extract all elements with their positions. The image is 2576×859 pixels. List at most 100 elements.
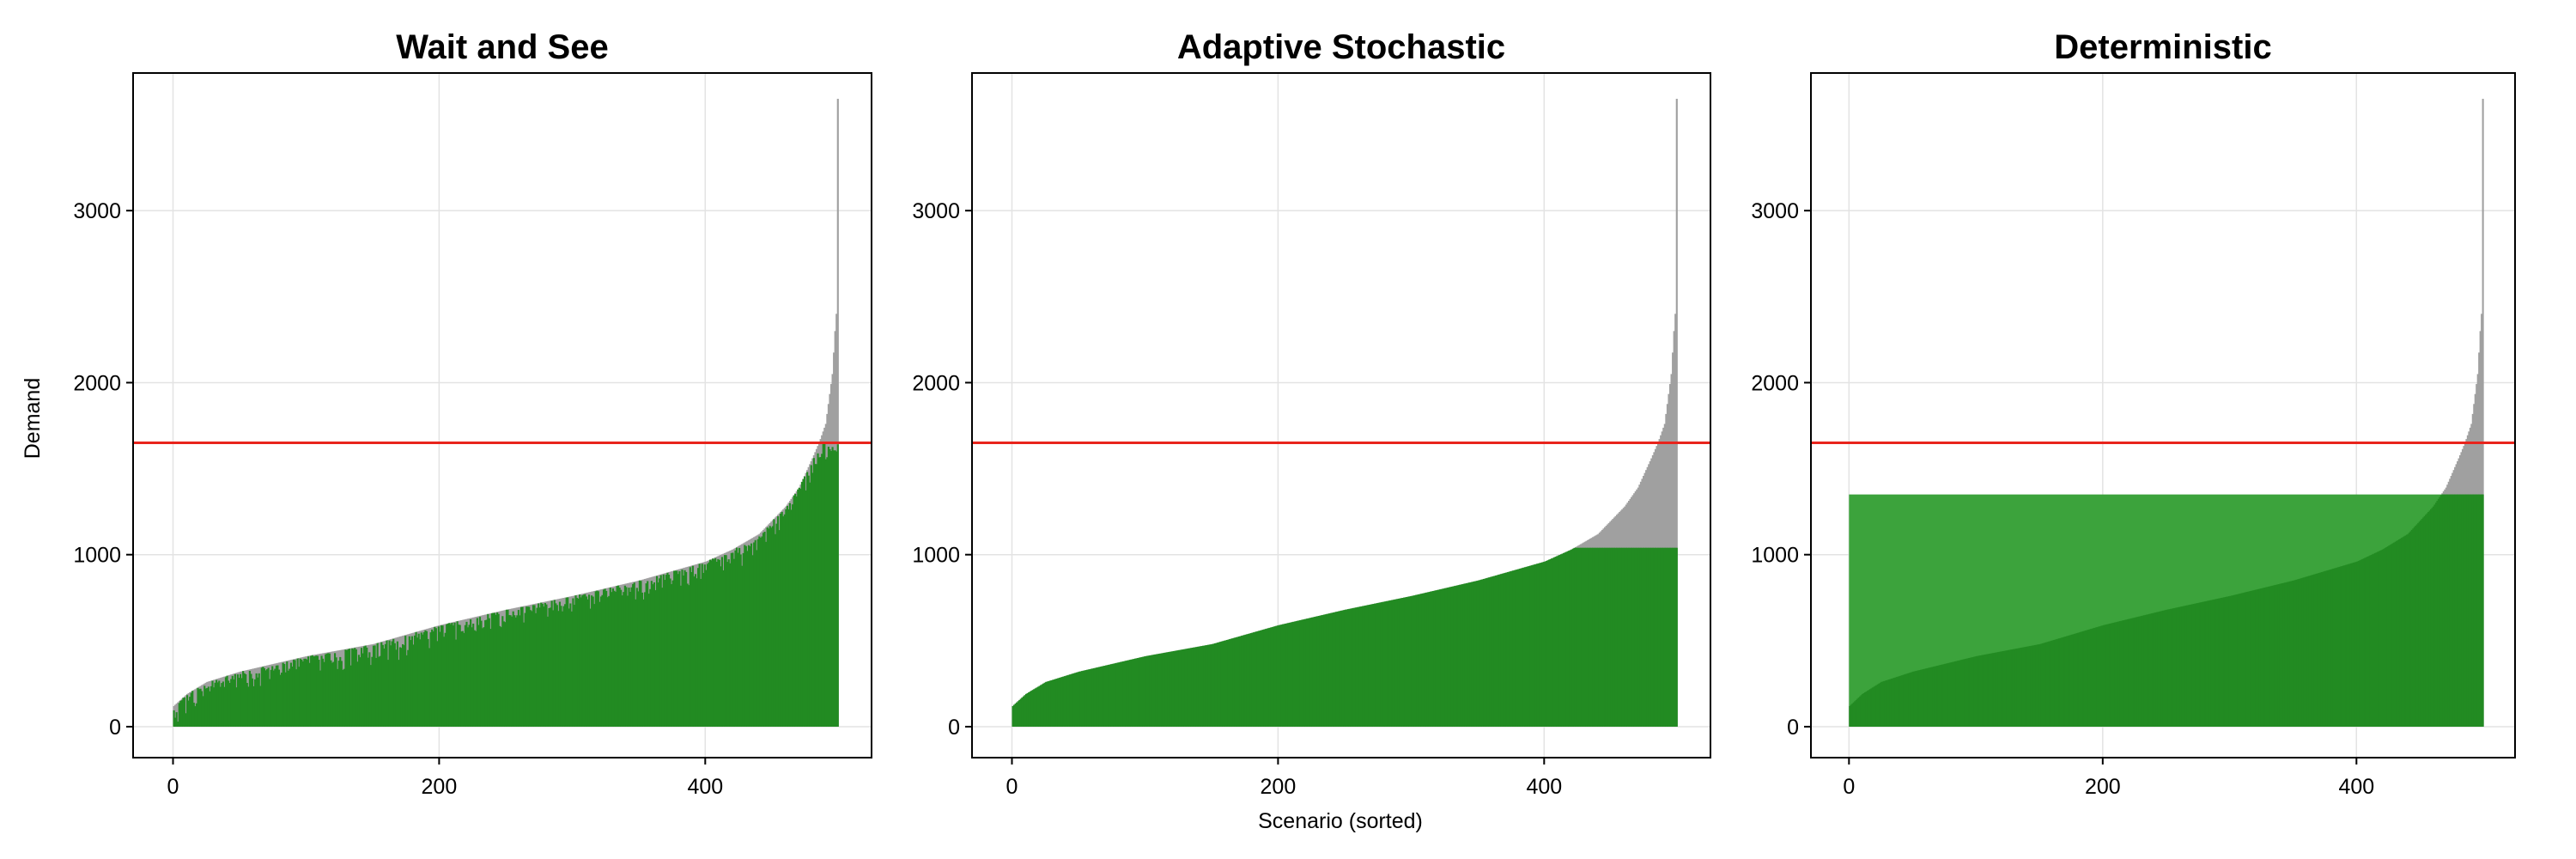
served-bar: [1472, 582, 1474, 727]
served-bar: [577, 598, 580, 727]
served-bar: [1031, 690, 1034, 727]
served-bar: [2003, 650, 2006, 727]
served-bar: [1329, 612, 1332, 727]
served-bar: [725, 555, 727, 727]
served-bar: [591, 595, 593, 727]
served-bar: [1662, 547, 1665, 727]
served-bar: [2442, 494, 2445, 727]
served-bar: [1280, 624, 1283, 727]
served-bar: [584, 594, 586, 727]
served-bar: [516, 615, 519, 727]
served-bar: [422, 631, 425, 727]
served-bar: [2446, 494, 2449, 727]
served-bar: [722, 570, 725, 727]
served-bar: [2192, 604, 2195, 727]
served-bar: [2133, 618, 2136, 727]
served-bar: [2195, 603, 2197, 727]
served-bar: [2276, 584, 2279, 727]
served-bar: [173, 710, 175, 727]
served-bar: [2476, 494, 2479, 727]
served-bar: [2299, 578, 2301, 727]
served-bar: [1222, 641, 1224, 727]
served-bar: [2430, 509, 2433, 727]
served-bar: [1372, 604, 1375, 727]
served-bar: [460, 631, 463, 727]
served-bar: [681, 570, 683, 727]
served-bar: [1256, 631, 1259, 727]
served-bar: [1905, 673, 1908, 727]
served-bar: [1111, 663, 1114, 727]
served-bar: [223, 686, 226, 727]
served-bar: [192, 703, 195, 727]
served-bar: [2120, 620, 2123, 727]
served-bar: [1926, 667, 1929, 727]
served-bar: [807, 475, 810, 727]
served-bar: [1433, 590, 1436, 727]
served-bar: [829, 448, 831, 727]
served-bar: [1586, 547, 1589, 727]
served-bar: [456, 621, 459, 727]
served-bar: [512, 611, 514, 727]
served-bar: [295, 669, 298, 727]
served-bar: [459, 624, 461, 727]
served-bar: [1653, 547, 1656, 727]
served-bar: [2012, 649, 2014, 727]
served-bar: [640, 581, 642, 727]
served-bar: [541, 603, 544, 727]
served-bar: [1106, 665, 1109, 727]
served-bar: [1493, 576, 1496, 727]
served-bar: [644, 592, 647, 727]
served-bar: [1878, 683, 1880, 727]
served-bar: [344, 649, 347, 727]
served-bar: [1665, 547, 1668, 727]
served-bar: [452, 625, 455, 727]
served-bar: [1619, 547, 1622, 727]
served-bar: [1223, 640, 1226, 727]
served-bar: [2166, 609, 2168, 727]
served-bar: [1252, 632, 1255, 727]
served-bar: [2285, 582, 2287, 727]
served-bar: [2001, 651, 2003, 727]
served-bar: [447, 623, 449, 727]
served-bar: [674, 570, 677, 727]
served-bar: [2117, 621, 2120, 727]
served-bar: [2065, 636, 2069, 727]
served-bar: [1392, 600, 1394, 727]
served-bar: [2208, 600, 2210, 727]
served-bar: [287, 670, 289, 727]
served-bar: [2044, 643, 2046, 727]
served-bar: [2138, 616, 2141, 727]
served-bar: [1241, 636, 1243, 727]
served-bar: [2223, 597, 2226, 727]
served-bar: [1908, 673, 1911, 727]
served-bar: [182, 698, 185, 727]
served-bar: [739, 554, 742, 727]
served-bar: [1491, 576, 1493, 727]
served-bar: [1360, 606, 1363, 727]
served-bar: [790, 509, 793, 727]
demand-bar: [1674, 314, 1677, 727]
served-bar: [720, 557, 724, 727]
served-bar: [1935, 666, 1937, 727]
served-bar: [2131, 618, 2134, 727]
served-bar: [2428, 510, 2431, 727]
served-bar: [1115, 662, 1118, 727]
served-bar: [623, 585, 626, 727]
served-bar: [1404, 597, 1406, 727]
served-bar: [1104, 665, 1108, 727]
served-bar: [799, 488, 802, 727]
served-bar: [762, 533, 765, 727]
served-bar: [212, 687, 216, 727]
served-bar: [352, 649, 355, 727]
served-bar: [1539, 563, 1541, 727]
served-bar: [1898, 676, 1901, 727]
served-bar: [1130, 659, 1133, 727]
served-bar: [260, 667, 263, 727]
served-bar: [2172, 608, 2175, 727]
served-bar: [581, 595, 584, 727]
served-bar: [1965, 658, 1968, 727]
served-bar: [441, 625, 444, 727]
served-bar: [1504, 572, 1506, 727]
served-bar: [798, 487, 800, 727]
served-bar: [1399, 598, 1401, 727]
